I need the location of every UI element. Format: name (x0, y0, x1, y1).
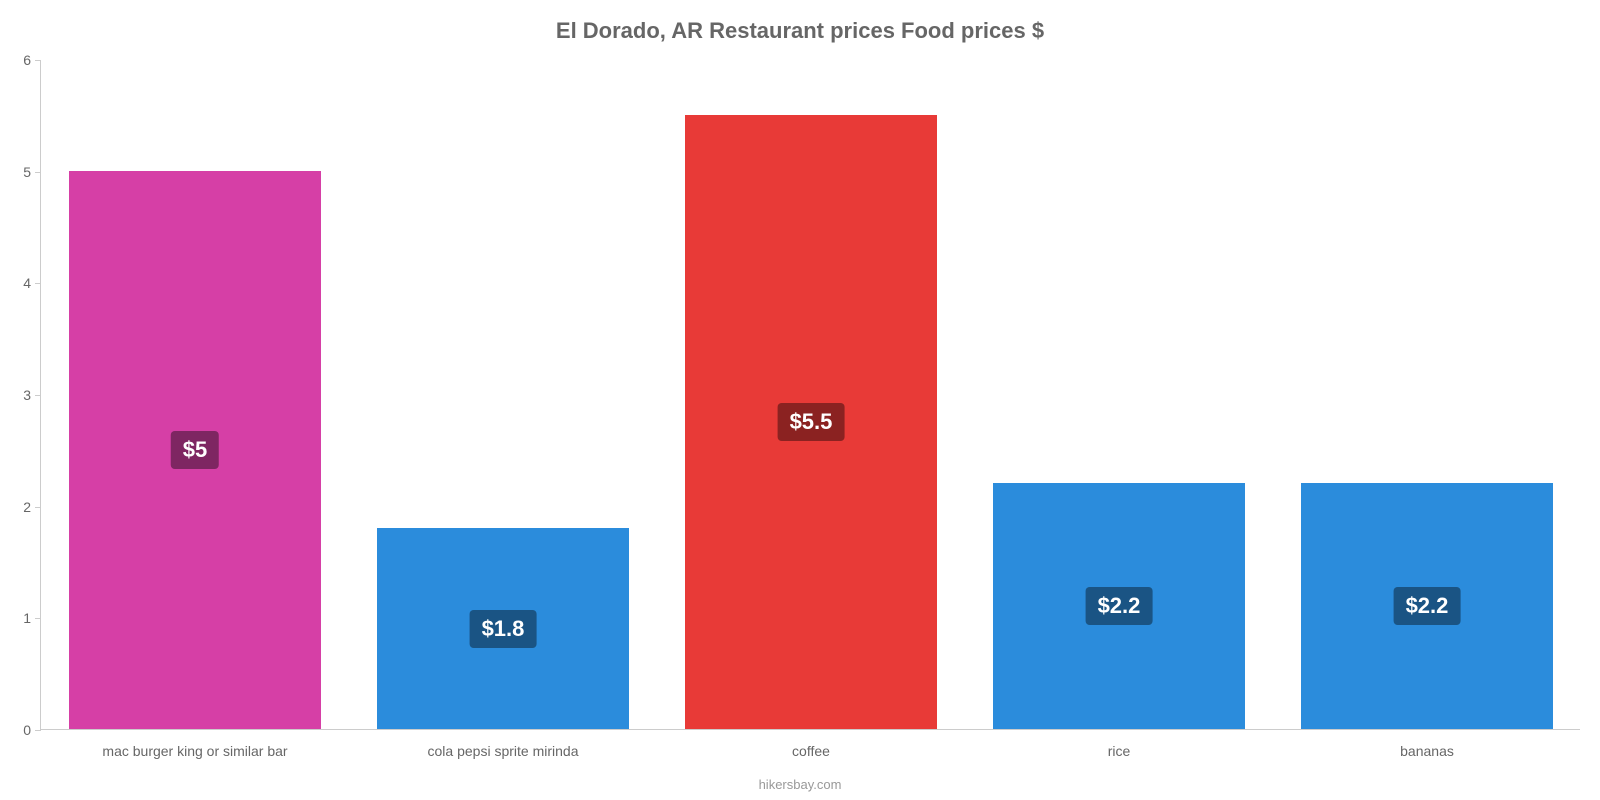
value-badge: $1.8 (470, 610, 537, 648)
y-tick-mark (35, 172, 41, 173)
bar: $2.2 (993, 483, 1246, 729)
bar: $5.5 (685, 115, 938, 729)
bar: $2.2 (1301, 483, 1554, 729)
plot-area: 0123456$5mac burger king or similar bar$… (40, 60, 1580, 730)
x-axis-label: coffee (792, 729, 830, 759)
value-badge: $2.2 (1394, 587, 1461, 625)
x-axis-label: bananas (1400, 729, 1454, 759)
chart-title: El Dorado, AR Restaurant prices Food pri… (0, 18, 1600, 44)
y-tick-mark (35, 283, 41, 284)
y-tick-mark (35, 395, 41, 396)
bar: $5 (69, 171, 322, 729)
price-chart: El Dorado, AR Restaurant prices Food pri… (0, 0, 1600, 800)
value-badge: $2.2 (1086, 587, 1153, 625)
y-tick-mark (35, 507, 41, 508)
value-badge: $5.5 (778, 403, 845, 441)
x-axis-label: cola pepsi sprite mirinda (428, 729, 579, 759)
value-badge: $5 (171, 431, 219, 469)
x-axis-label: rice (1108, 729, 1131, 759)
bar: $1.8 (377, 528, 630, 729)
x-axis-label: mac burger king or similar bar (102, 729, 287, 759)
credit-text: hikersbay.com (0, 777, 1600, 792)
y-tick-mark (35, 60, 41, 61)
y-tick-mark (35, 618, 41, 619)
y-tick-mark (35, 730, 41, 731)
